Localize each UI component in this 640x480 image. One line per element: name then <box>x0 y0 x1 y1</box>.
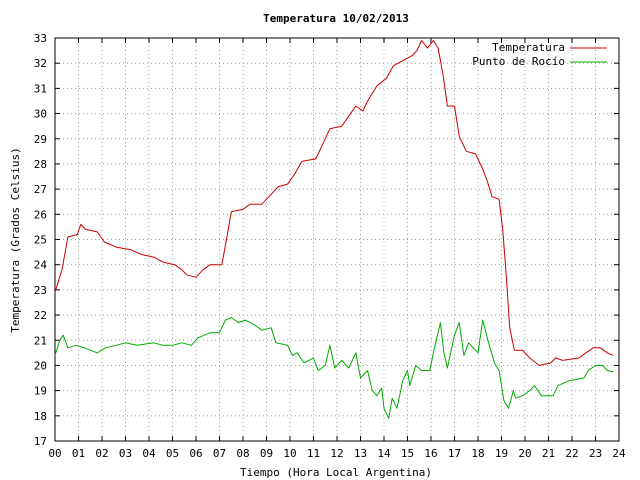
x-tick-label: 11 <box>307 447 320 460</box>
x-tick-label: 15 <box>401 447 414 460</box>
y-tick-label: 32 <box>34 57 47 70</box>
x-tick-label: 21 <box>542 447 555 460</box>
y-tick-label: 33 <box>34 32 47 45</box>
y-tick-label: 26 <box>34 208 47 221</box>
y-tick-label: 31 <box>34 82 47 95</box>
series-lines <box>54 40 614 419</box>
x-tick-label: 14 <box>377 447 391 460</box>
x-tick-label: 07 <box>213 447 226 460</box>
y-tick-label: 20 <box>34 359 47 372</box>
x-tick-label: 08 <box>236 447 249 460</box>
x-tick-label: 12 <box>330 447 343 460</box>
y-tick-label: 23 <box>34 284 47 297</box>
y-tick-label: 28 <box>34 158 47 171</box>
y-axis-label: Temperatura (Grados Celsius) <box>9 147 22 332</box>
y-axis-ticks: 17 18 19 20 21 22 23 24 25 26 27 28 29 30 31 32 33 <box>34 32 619 448</box>
x-tick-label: 02 <box>95 447 108 460</box>
y-tick-label: 30 <box>34 108 47 121</box>
x-tick-label: 16 <box>424 447 437 460</box>
x-tick-label: 10 <box>283 447 296 460</box>
y-tick-label: 17 <box>34 435 47 448</box>
temperatura-line <box>54 40 614 366</box>
legend-label-temperatura: Temperatura <box>492 41 565 54</box>
legend-label-punto-de-rocio: Punto de Rocío <box>472 55 565 68</box>
x-tick-label: 19 <box>495 447 508 460</box>
x-tick-label: 01 <box>72 447 85 460</box>
x-tick-label: 18 <box>471 447 484 460</box>
x-tick-label: 23 <box>589 447 602 460</box>
x-tick-label: 05 <box>166 447 179 460</box>
y-tick-label: 25 <box>34 234 47 247</box>
y-tick-label: 19 <box>34 385 47 398</box>
y-tick-label: 24 <box>34 259 48 272</box>
x-tick-label: 13 <box>354 447 367 460</box>
x-tick-label: 22 <box>565 447 578 460</box>
x-tick-label: 09 <box>260 447 273 460</box>
y-tick-label: 22 <box>34 309 47 322</box>
y-tick-label: 27 <box>34 183 47 196</box>
x-axis-label: Tiempo (Hora Local Argentina) <box>240 466 432 479</box>
y-tick-label: 21 <box>34 334 47 347</box>
x-tick-label: 06 <box>189 447 202 460</box>
x-axis-ticks: 00 01 02 03 04 05 06 07 08 09 10 11 12 13 14 15 16 17 18 19… <box>48 38 626 460</box>
chart-title: Temperatura 10/02/2013 <box>263 12 409 25</box>
legend: Temperatura Punto de Rocío <box>472 41 607 68</box>
y-tick-label: 29 <box>34 133 47 146</box>
x-tick-label: 17 <box>448 447 461 460</box>
punto-de-rocio-line <box>54 317 614 419</box>
x-tick-label: 03 <box>119 447 132 460</box>
y-tick-label: 18 <box>34 410 47 423</box>
x-tick-label: 04 <box>142 447 156 460</box>
x-tick-label: 20 <box>518 447 531 460</box>
x-tick-label: 24 <box>612 447 626 460</box>
x-tick-label: 00 <box>48 447 61 460</box>
